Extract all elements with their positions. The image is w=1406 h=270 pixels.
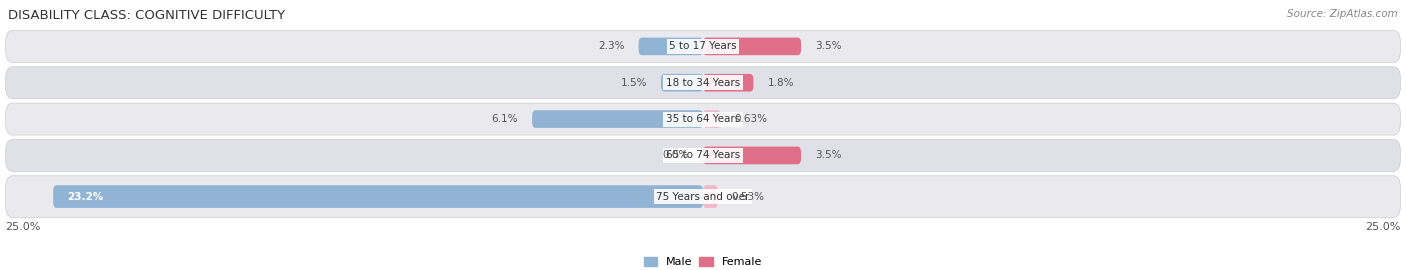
FancyBboxPatch shape [703,147,801,164]
Text: 35 to 64 Years: 35 to 64 Years [666,114,740,124]
Text: 23.2%: 23.2% [67,192,104,202]
Text: 3.5%: 3.5% [815,41,842,51]
Text: 0.53%: 0.53% [733,192,765,202]
FancyBboxPatch shape [661,74,703,92]
FancyBboxPatch shape [6,31,1400,62]
Text: 2.3%: 2.3% [598,41,624,51]
FancyBboxPatch shape [638,38,703,55]
Text: 25.0%: 25.0% [1365,222,1400,232]
FancyBboxPatch shape [6,103,1400,135]
Text: DISABILITY CLASS: COGNITIVE DIFFICULTY: DISABILITY CLASS: COGNITIVE DIFFICULTY [8,9,285,22]
Text: 3.5%: 3.5% [815,150,842,160]
Text: 75 Years and over: 75 Years and over [657,192,749,202]
Text: 1.8%: 1.8% [768,78,794,88]
Legend: Male, Female: Male, Female [640,252,766,270]
FancyBboxPatch shape [531,110,703,128]
FancyBboxPatch shape [6,139,1400,171]
FancyBboxPatch shape [703,74,754,92]
Text: 0.0%: 0.0% [662,150,689,160]
FancyBboxPatch shape [53,185,703,208]
FancyBboxPatch shape [703,185,718,208]
Text: 1.5%: 1.5% [620,78,647,88]
Text: 25.0%: 25.0% [6,222,41,232]
Text: 65 to 74 Years: 65 to 74 Years [666,150,740,160]
Text: 18 to 34 Years: 18 to 34 Years [666,78,740,88]
FancyBboxPatch shape [6,176,1400,217]
Text: 6.1%: 6.1% [492,114,519,124]
Text: Source: ZipAtlas.com: Source: ZipAtlas.com [1286,9,1398,19]
FancyBboxPatch shape [703,110,721,128]
Text: 5 to 17 Years: 5 to 17 Years [669,41,737,51]
FancyBboxPatch shape [6,67,1400,99]
FancyBboxPatch shape [703,38,801,55]
Text: 0.63%: 0.63% [735,114,768,124]
